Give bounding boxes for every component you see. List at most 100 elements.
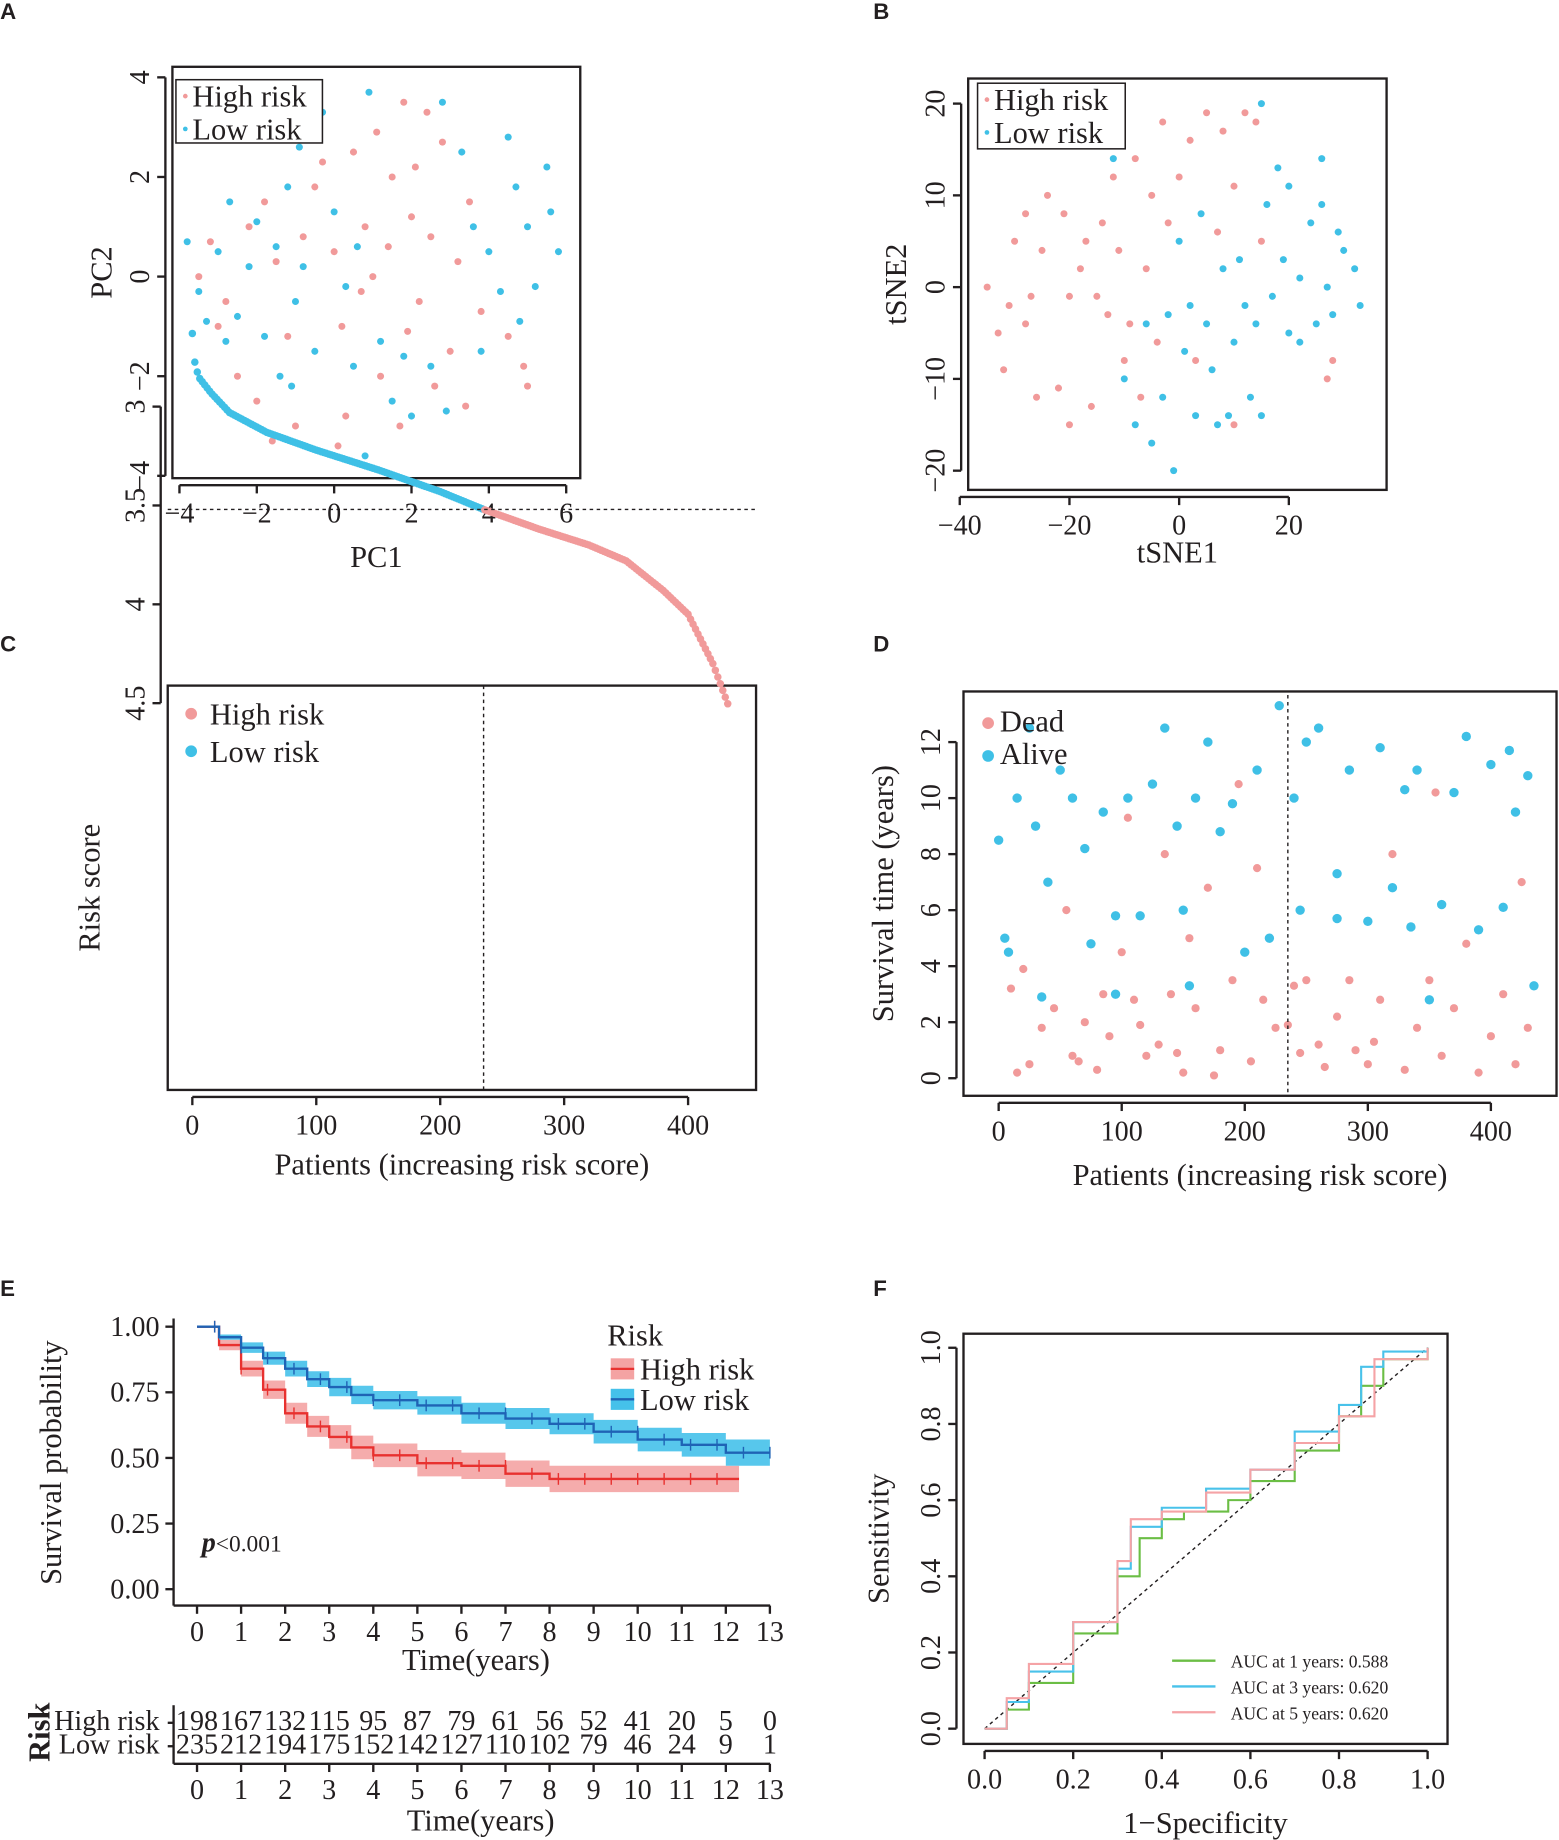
low-risk-point <box>516 317 524 325</box>
x-tick-label: −2 <box>242 499 272 530</box>
low-risk-point <box>1109 155 1117 163</box>
panel-label-a: A <box>0 0 16 24</box>
high-risk-point <box>272 258 280 266</box>
low-risk-point <box>1257 412 1265 420</box>
x-tick-label: 200 <box>419 1110 461 1141</box>
y-tick-label: 0.00 <box>110 1575 159 1606</box>
alive-point <box>1424 995 1435 1005</box>
low-risk-point <box>195 288 203 296</box>
low-risk-point <box>276 372 284 380</box>
dead-point <box>1154 1040 1163 1049</box>
low-risk-point <box>1181 347 1189 355</box>
risk-count: 9 <box>719 1729 733 1760</box>
alive-point <box>1000 933 1010 943</box>
legend-label: Low risk <box>210 735 320 769</box>
alive-point <box>1135 911 1145 921</box>
alive-point <box>1523 771 1533 781</box>
legend-label: High risk <box>210 697 325 731</box>
dead-point <box>1203 883 1212 892</box>
x-tick-label: 11 <box>668 1617 695 1648</box>
x-tick-label: 300 <box>1347 1116 1389 1147</box>
alive-point <box>1012 793 1022 803</box>
legend-label: Dead <box>1000 704 1064 738</box>
dead-point <box>1517 878 1526 887</box>
risk-count: 127 <box>440 1729 482 1760</box>
x-tick-label: −4 <box>164 499 194 530</box>
dead-point <box>1216 1046 1225 1055</box>
alive-point <box>1412 765 1422 775</box>
dead-point <box>1376 995 1385 1004</box>
high-risk-point <box>1093 292 1101 300</box>
low-risk-point <box>504 133 512 141</box>
risk-count: 235 <box>176 1729 218 1760</box>
risk-count: 115 <box>309 1706 350 1737</box>
alive-point <box>1086 939 1096 949</box>
risk-count: 46 <box>624 1729 652 1760</box>
x-tick-label: 7 <box>498 1775 512 1806</box>
y-tick-label: 2 <box>916 1015 947 1029</box>
y-axis-title: tSNE2 <box>879 244 913 325</box>
risk-count: 152 <box>352 1729 394 1760</box>
risk-count: 79 <box>580 1729 608 1760</box>
low-risk-point <box>183 238 191 246</box>
dead-point <box>1486 1032 1495 1041</box>
low-risk-point <box>299 263 307 271</box>
y-tick-label: 4 <box>125 70 156 84</box>
low-risk-point <box>1318 201 1326 209</box>
high-risk-point <box>388 173 396 181</box>
high-risk-point <box>1230 182 1238 190</box>
low-risk-point <box>191 358 199 366</box>
low-risk-point <box>1285 329 1293 337</box>
legend-marker <box>982 717 994 729</box>
legend-box <box>175 78 324 144</box>
high-risk-point <box>1109 173 1117 181</box>
low-risk-point <box>311 347 319 355</box>
alive-point <box>1037 992 1047 1002</box>
high-risk-point <box>454 258 462 266</box>
low-risk-point <box>442 407 450 415</box>
high-risk-point <box>721 693 730 701</box>
x-tick-label: 0 <box>992 1116 1006 1147</box>
x-axis-title: Patients (increasing risk score) <box>1073 1158 1448 1192</box>
alive-point <box>993 835 1004 845</box>
legend-label: AUC at 1 years: 0.588 <box>1231 1652 1389 1672</box>
x-tick-label: 4 <box>366 1617 380 1648</box>
high-risk-point <box>319 158 327 166</box>
risk-count: 175 <box>308 1729 350 1760</box>
dead-point <box>1049 1004 1059 1013</box>
x-tick-label: 10 <box>624 1775 652 1806</box>
high-risk-point <box>1186 136 1194 144</box>
alive-point <box>1024 723 1035 733</box>
low-risk-point <box>554 248 562 256</box>
low-risk-point <box>1186 301 1194 310</box>
high-risk-point <box>195 273 203 281</box>
x-tick-label: 12 <box>712 1617 740 1648</box>
dead-point <box>1013 1068 1022 1077</box>
x-tick-label: 5 <box>410 1617 424 1648</box>
legend-marker <box>984 97 990 102</box>
dead-point <box>1172 1048 1182 1058</box>
high-risk-point <box>400 98 408 106</box>
dead-point <box>1271 1023 1280 1032</box>
alive-point <box>1473 925 1484 935</box>
dead-point <box>1099 990 1108 999</box>
dead-point <box>1302 976 1311 985</box>
low-risk-point <box>1203 320 1211 328</box>
high-risk-point <box>299 233 307 241</box>
low-risk-point <box>288 382 296 390</box>
low-risk-point <box>1175 237 1183 245</box>
high-risk-point <box>407 213 416 221</box>
high-risk-point <box>311 183 319 191</box>
x-tick-label: 400 <box>667 1110 709 1141</box>
y-tick-label: 1.0 <box>916 1330 947 1365</box>
low-risk-point <box>524 223 532 231</box>
alive-point <box>1147 779 1158 789</box>
dead-point <box>1425 976 1434 985</box>
low-risk-point <box>245 263 253 271</box>
alive-point <box>1400 785 1410 795</box>
y-tick-label: 20 <box>921 90 952 118</box>
low-risk-point <box>284 183 292 191</box>
low-risk-point <box>1120 375 1128 383</box>
dead-point <box>1412 1023 1422 1032</box>
low-risk-point <box>291 297 299 306</box>
